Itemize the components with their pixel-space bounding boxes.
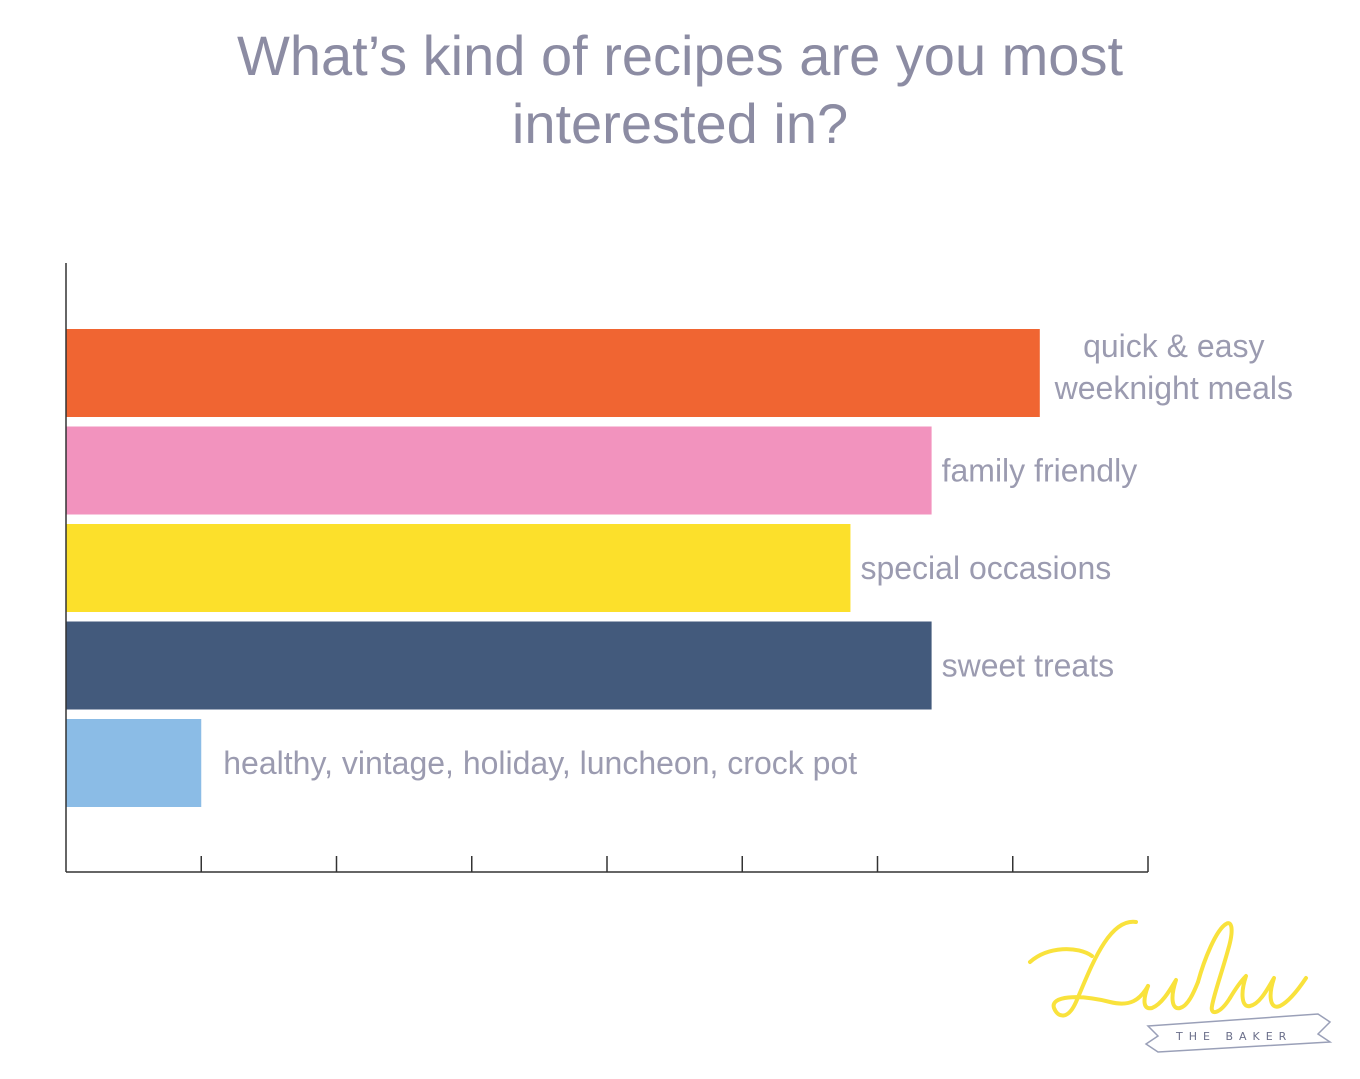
labels-layer: quick & easy weeknight meals family friend… — [223, 328, 1293, 781]
lulu-the-baker-logo: THE BAKER — [1018, 910, 1348, 1070]
bar-label: family friendly — [942, 453, 1138, 489]
logo-band-text: THE BAKER — [1175, 1030, 1292, 1043]
bar — [66, 426, 932, 515]
bar — [66, 524, 851, 612]
bar — [66, 621, 932, 710]
axes-layer — [65, 263, 1149, 873]
bar — [66, 719, 202, 807]
bar — [66, 329, 1040, 417]
chart-title-line: What’s kind of recipes are you most — [236, 24, 1124, 87]
bar-label-line: weeknight meals — [1054, 370, 1293, 406]
chart-title-line: interested in? — [511, 92, 849, 155]
bars-layer — [66, 329, 1040, 807]
bar-label: special occasions — [860, 550, 1111, 586]
bar-label: healthy, vintage, holiday, luncheon, cro… — [223, 745, 857, 781]
bar-label: sweet treats — [942, 648, 1115, 684]
bar-label-line: quick & easy — [1083, 328, 1264, 364]
chart-title: What’s kind of recipes are you most inter… — [0, 22, 1360, 158]
bar-label: quick & easy weeknight meals — [1054, 328, 1293, 406]
